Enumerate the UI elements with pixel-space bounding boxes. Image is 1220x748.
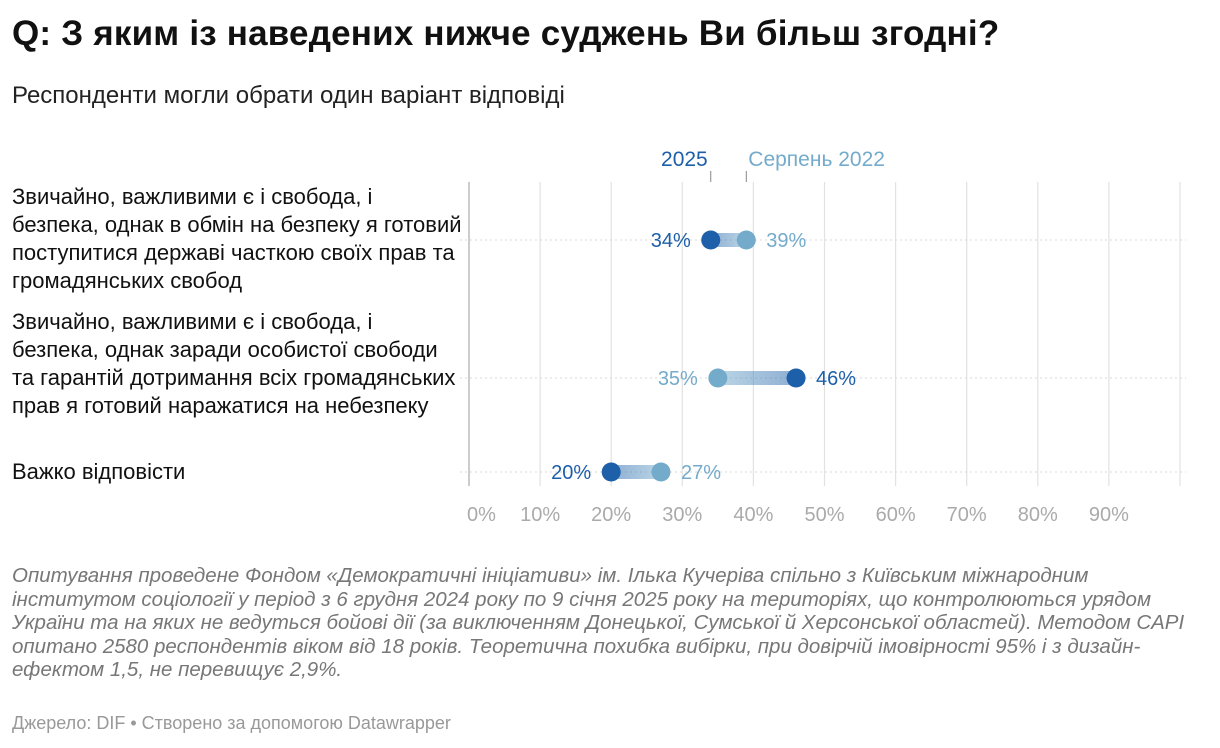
value-label-2025: 20% (551, 462, 591, 484)
chart-title: Q: З яким із наведених нижче суджень Ви … (12, 14, 1000, 53)
x-tick-label: 90% (1089, 504, 1129, 526)
chart-plot: 0% 10% 20% 30% 40% 50% 60% 70% 80% 90% 2025 Серпень… (460, 148, 1186, 526)
source-line: Джерело: DIF • Створено за допомогою Dat… (12, 713, 451, 733)
value-label-2022: 39% (766, 230, 806, 252)
dot-2022 (708, 368, 728, 388)
methodology-note: Опитування проведене Фондом «Демократичн… (12, 564, 1185, 681)
x-tick-label: 40% (733, 504, 773, 526)
x-tick-label: 10% (520, 504, 560, 526)
value-label-2025: 46% (816, 368, 856, 390)
dot-2025 (601, 462, 621, 482)
range-bar (710, 233, 747, 247)
row-label: Важко відповісти (12, 459, 186, 484)
x-tick-label: 70% (947, 504, 987, 526)
dot-2022 (651, 462, 671, 482)
row-label: Звичайно, важливими є і свобода, і безпе… (12, 184, 462, 293)
range-bar (717, 371, 797, 385)
x-tick-label: 80% (1018, 504, 1058, 526)
legend-label-2022: Серпень 2022 (748, 148, 885, 171)
legend-label-2025: 2025 (661, 148, 708, 171)
x-tick-label: 30% (662, 504, 702, 526)
x-tick-label: 60% (876, 504, 916, 526)
dot-2025 (786, 368, 806, 388)
value-label-2025: 34% (651, 230, 691, 252)
dot-2022 (736, 230, 756, 250)
value-label-2022: 27% (681, 462, 721, 484)
x-tick-label: 20% (591, 504, 631, 526)
chart-subtitle: Респонденти могли обрати один варіант ві… (12, 82, 565, 109)
x-tick-label: 50% (804, 504, 844, 526)
x-tick-label: 0% (467, 504, 496, 526)
row-label: Звичайно, важливими є і свобода, і безпе… (12, 309, 456, 418)
range-bar (611, 465, 661, 479)
value-label-2022: 35% (658, 368, 698, 390)
dot-2025 (701, 230, 721, 250)
